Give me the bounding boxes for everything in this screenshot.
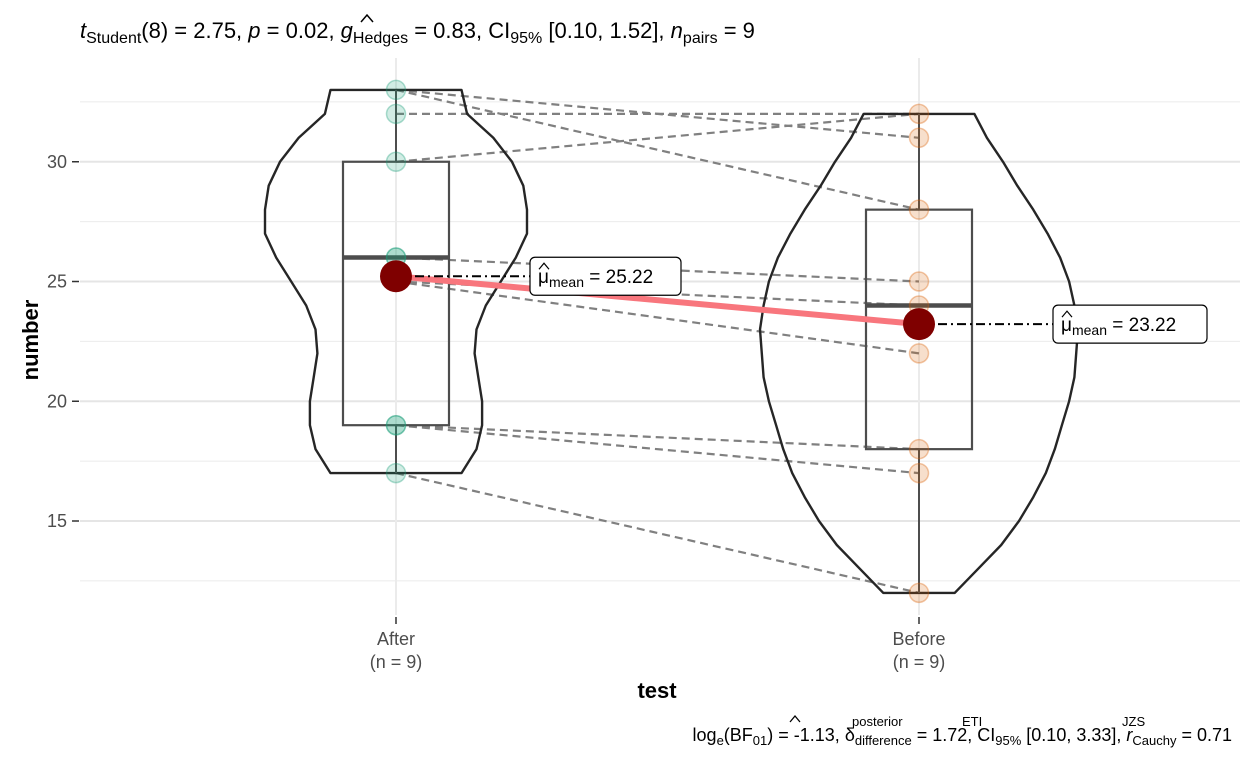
caption-bf: (BF: [724, 725, 753, 745]
subtitle-ci-val: [0.10, 1.52],: [542, 18, 670, 43]
caption-log-sub: e: [717, 733, 724, 748]
caption-bf-sub: 01: [753, 733, 767, 748]
y-tick-label: 20: [47, 391, 67, 411]
violin-before: [758, 112, 1080, 595]
mean-label-hat: [1061, 310, 1073, 318]
caption-ci-val: [0.10, 3.33],: [1021, 725, 1126, 745]
caption-ci-sub: 95%: [995, 733, 1021, 748]
mean-label-after: μmean = 25.22: [538, 267, 653, 290]
data-point-after: [385, 79, 407, 101]
caption-delta: δ: [845, 725, 855, 745]
subtitle-p: p: [247, 18, 260, 43]
mean-label-sub: mean: [1072, 322, 1107, 338]
pair-line: [395, 424, 920, 451]
data-point-after: [385, 103, 407, 125]
x-tick-n-label: (n = 9): [893, 652, 946, 672]
caption-r: r: [1126, 725, 1133, 745]
pair-line: [395, 472, 920, 594]
data-point-before: [908, 103, 930, 125]
mean-label-mu: μ: [1061, 315, 1072, 336]
subtitle-g-hat: [360, 13, 374, 23]
x-axis: After (n = 9) Before (n = 9): [370, 617, 946, 672]
y-axis-title: number: [18, 299, 43, 380]
caption-delta-sub: difference: [855, 733, 912, 748]
x-tick-label: After: [377, 629, 415, 649]
violins: [263, 88, 1080, 595]
mean-label-mu: μ: [538, 267, 549, 288]
subtitle-t-sub: Student: [86, 30, 142, 47]
subtitle-t: t: [80, 18, 87, 43]
caption-delta-val: = 1.72, CI: [912, 725, 996, 745]
y-tick-label: 15: [47, 511, 67, 531]
subtitle-n-sub: pairs: [683, 30, 718, 47]
caption-r-sub: Cauchy: [1132, 733, 1177, 748]
data-point-after: [385, 462, 407, 484]
data-point-after: [385, 414, 407, 436]
violin-after: [263, 88, 529, 475]
data-point-before: [908, 582, 930, 604]
caption-r-sup: JZS: [1122, 714, 1145, 729]
subtitle-p-val: = 0.02,: [261, 18, 341, 43]
mean-label-box-after: [529, 256, 682, 296]
data-point-before: [908, 438, 930, 460]
chart-subtitle: tStudent(8) = 2.75, p = 0.02, gHedges = …: [80, 18, 755, 47]
y-tick-label: 30: [47, 152, 67, 172]
data-point-before: [908, 343, 930, 364]
x-tick-n-label: (n = 9): [370, 652, 423, 672]
x-tick-label: Before: [892, 629, 945, 649]
subtitle-n-val: = 9: [718, 18, 755, 43]
y-tick-label: 25: [47, 272, 67, 292]
mean-point-before: [903, 308, 935, 341]
pair-line: [395, 88, 920, 211]
pair-line: [395, 112, 920, 163]
data-point-before: [908, 199, 930, 220]
data-point-before: [908, 271, 930, 292]
y-axis: 15 20 25 30: [47, 152, 79, 531]
subtitle-g-sub: Hedges: [353, 30, 408, 47]
chart-caption: loge(BF01) = -1.13, δdifference = 1.72, …: [693, 725, 1232, 748]
caption-delta-sup: posterior: [852, 714, 903, 729]
pair-line: [395, 424, 920, 475]
data-point-before: [908, 127, 930, 149]
box-before: [864, 208, 974, 451]
mean-label-box-before: [1052, 304, 1208, 344]
caption-delta-hat: [789, 714, 801, 723]
caption-ci-sup: ETI: [962, 714, 982, 729]
pair-line: [395, 280, 920, 355]
mean-line: [395, 273, 920, 328]
x-axis-title: test: [637, 678, 677, 703]
box-after: [341, 160, 451, 427]
subtitle-n: n: [671, 18, 683, 43]
boxplots: [341, 89, 974, 593]
subtitle-g-val: = 0.83, CI: [408, 18, 510, 43]
mean-point-after: [380, 260, 412, 293]
mean-label-value: = 25.22: [584, 267, 653, 288]
mean-label-sub: mean: [549, 274, 584, 290]
data-point-before: [908, 462, 930, 484]
caption-bf-val: ) = -1.13,: [767, 725, 845, 745]
subtitle-g: g: [341, 18, 354, 43]
subtitle-ci-sub: 95%: [510, 30, 542, 47]
data-point-after: [385, 414, 407, 436]
caption-log: log: [693, 725, 717, 745]
mean-label-before: μmean = 23.22: [1061, 315, 1176, 338]
caption-r-val: = 0.71: [1176, 725, 1232, 745]
mean-label-value: = 23.22: [1107, 315, 1176, 336]
subtitle-df: (8) = 2.75,: [141, 18, 248, 43]
data-point-after: [385, 151, 407, 172]
mean-label-hat: [538, 262, 550, 270]
